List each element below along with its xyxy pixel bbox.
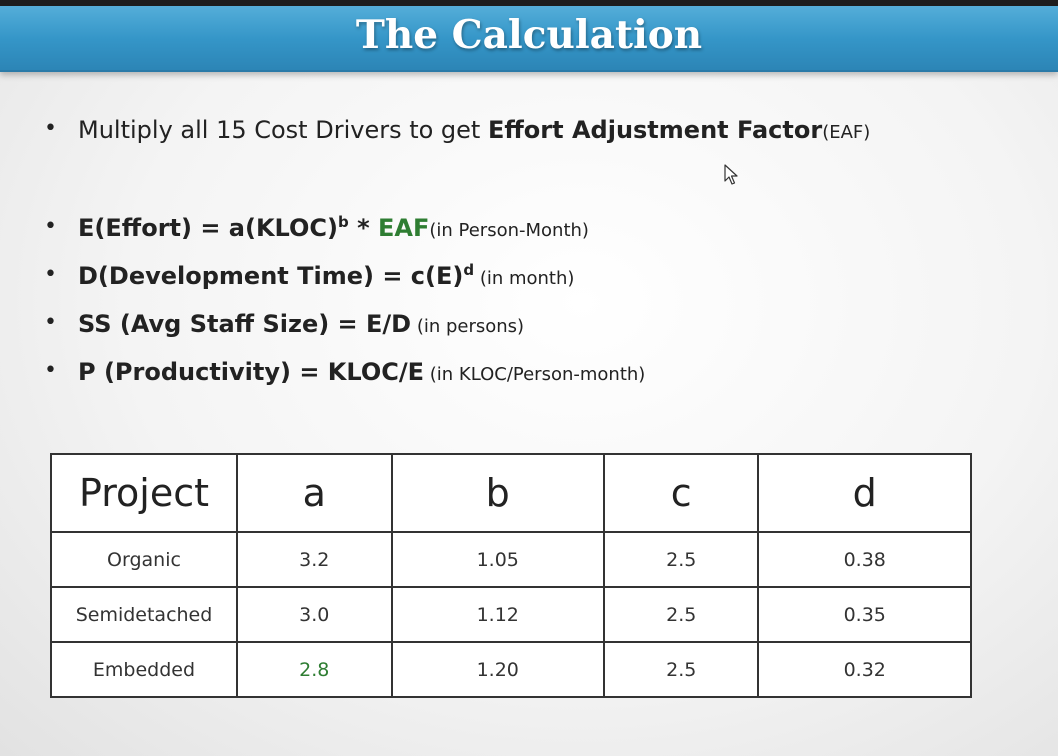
bullet-dot-icon: • bbox=[44, 262, 57, 287]
coefficients-table: Project a b c d Organic 3.2 1.05 2.5 0.3… bbox=[50, 453, 972, 698]
bullet-dot-icon: • bbox=[44, 358, 57, 383]
value-b: 1.20 bbox=[390, 641, 605, 698]
header-b: b bbox=[390, 453, 605, 533]
bullet-eaf-text: Multiply all 15 Cost Drivers to get bbox=[78, 116, 488, 144]
header-project: Project bbox=[50, 453, 238, 533]
productivity-unit: (in KLOC/Person-month) bbox=[424, 364, 646, 385]
value-c: 2.5 bbox=[602, 586, 760, 643]
bullet-dot-icon: • bbox=[44, 214, 57, 239]
table-row: Organic 3.2 1.05 2.5 0.38 bbox=[50, 531, 972, 588]
value-d: 0.35 bbox=[757, 586, 972, 643]
top-edge bbox=[0, 0, 1058, 6]
effort-operator: * bbox=[348, 214, 378, 242]
staff-size-formula: SS (Avg Staff Size) = E/D bbox=[78, 310, 412, 338]
value-d: 0.32 bbox=[757, 641, 972, 698]
table-row: Embedded 2.8 1.20 2.5 0.32 bbox=[50, 641, 972, 698]
effort-unit: (in Person-Month) bbox=[429, 220, 589, 241]
value-c: 2.5 bbox=[602, 641, 760, 698]
project-name: Semidetached bbox=[50, 586, 238, 643]
bullet-dot-icon: • bbox=[44, 310, 57, 335]
project-name: Embedded bbox=[50, 641, 238, 698]
dev-time-formula: D(Development Time) = c(E) bbox=[78, 262, 464, 290]
value-b: 1.05 bbox=[390, 531, 605, 588]
table-row: Semidetached 3.0 1.12 2.5 0.35 bbox=[50, 586, 972, 643]
title-bar: The Calculation bbox=[0, 0, 1058, 72]
value-a: 2.8 bbox=[236, 641, 393, 698]
value-d: 0.38 bbox=[757, 531, 972, 588]
value-a: 3.2 bbox=[236, 531, 393, 588]
dev-time-exponent: d bbox=[463, 261, 475, 279]
staff-size-unit: (in persons) bbox=[411, 316, 525, 337]
value-b: 1.12 bbox=[390, 586, 605, 643]
bullet-eaf-bold: Effort Adjustment Factor bbox=[487, 116, 823, 144]
effort-formula: E(Effort) = a(KLOC) bbox=[78, 214, 338, 242]
header-a: a bbox=[236, 453, 393, 533]
header-c: c bbox=[602, 453, 760, 533]
value-a: 3.0 bbox=[236, 586, 393, 643]
bullet-dot-icon: • bbox=[44, 116, 57, 141]
bullet-eaf-abbrev: (EAF) bbox=[822, 122, 871, 143]
mouse-pointer-icon bbox=[724, 164, 738, 185]
productivity-formula: P (Productivity) = KLOC/E bbox=[78, 358, 425, 386]
table-header-row: Project a b c d bbox=[50, 453, 972, 533]
header-d: d bbox=[757, 453, 972, 533]
dev-time-unit: (in month) bbox=[474, 268, 575, 289]
project-name: Organic bbox=[50, 531, 238, 588]
effort-exponent: b bbox=[337, 213, 349, 231]
value-c: 2.5 bbox=[602, 531, 760, 588]
slide-title: The Calculation bbox=[355, 12, 703, 58]
effort-eaf: EAF bbox=[377, 214, 430, 242]
